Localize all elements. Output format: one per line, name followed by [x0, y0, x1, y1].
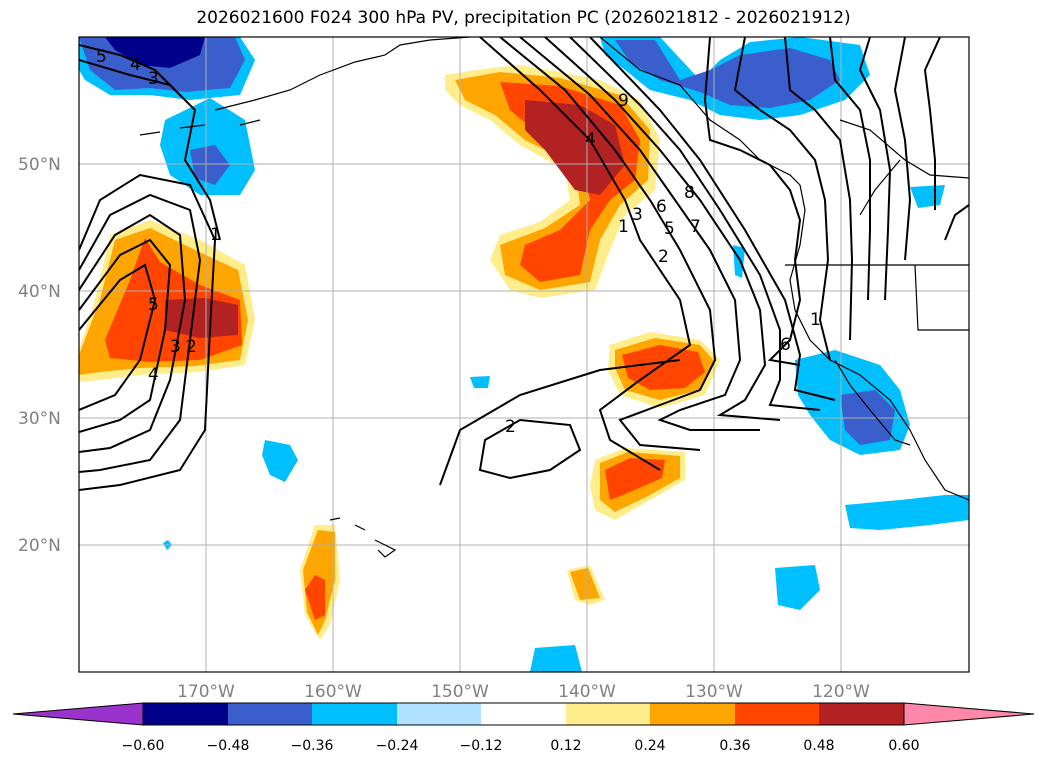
lon-label-140w: 140°W: [558, 682, 616, 702]
colorbar-extend-right: [903, 702, 1035, 726]
colorbar-tick-label: −0.60: [122, 738, 165, 754]
border-us-states-2: [914, 264, 969, 331]
plot-frame: [78, 36, 970, 673]
lat-labels: 20°N 30°N 40°N 50°N: [18, 155, 61, 556]
map-title: 2026021600 F024 300 hPa PV, precipitatio…: [196, 8, 851, 28]
border-canada-us: [839, 119, 969, 179]
contour-label: 3: [170, 337, 181, 357]
contour-label: 2: [186, 337, 197, 357]
colorbar-segment: [819, 703, 904, 725]
pv-ridge-h: [944, 204, 969, 241]
colorbar-segment: [397, 703, 481, 725]
pv-contours: [79, 37, 969, 491]
pv-trough-d: [544, 37, 781, 421]
colorbar-tick-label: −0.48: [207, 738, 250, 754]
contour-label: 4: [130, 55, 141, 75]
coast-baja: [834, 359, 911, 446]
colorbar-extend-left: [12, 702, 144, 726]
pv-contour-5: [79, 263, 157, 411]
lat-label-30: 30°N: [18, 409, 61, 429]
colorbar: −0.60 −0.48 −0.36 −0.24 −0.12 0.12 0.24 …: [12, 702, 1035, 754]
contour-label: 5: [96, 47, 107, 67]
lat-label-20: 20°N: [18, 536, 61, 556]
colorbar-frame: [142, 702, 905, 726]
pv-contour-nw-2: [79, 44, 181, 96]
colorbar-segment: [650, 703, 735, 725]
colorbar-tick-label: −0.24: [376, 738, 419, 754]
pv-contour-nw: [79, 59, 221, 241]
contour-label: 5: [664, 219, 675, 239]
pv-ridge-c: [784, 37, 854, 341]
contour-label: 1: [618, 217, 629, 237]
pv-ridge-b: [733, 37, 831, 361]
contour-label: 3: [632, 205, 643, 225]
colorbar-tick-label: −0.36: [291, 738, 334, 754]
contour-label: 4: [585, 130, 596, 150]
lon-label-120w: 120°W: [812, 682, 870, 702]
colorbar-segment: [566, 703, 650, 725]
gridlines: [79, 37, 969, 672]
lat-label-40: 40°N: [18, 282, 61, 302]
colorbar-segment: [312, 703, 397, 725]
pv-trough-e: [569, 37, 821, 411]
lon-label-130w: 130°W: [685, 682, 743, 702]
lon-label-160w: 160°W: [304, 682, 362, 702]
pv-loop-2: [478, 418, 582, 480]
colorbar-tick-label: 0.48: [803, 738, 834, 754]
pv-contour-4: [79, 238, 172, 433]
colorbar-tick-label: −0.12: [460, 738, 503, 754]
colorbar-tick-label: 0.12: [550, 738, 581, 754]
contour-label: 1: [210, 225, 221, 245]
contour-label: 2: [658, 247, 669, 267]
pv-contour-2: [79, 193, 202, 473]
contour-label: 6: [780, 335, 791, 355]
contour-label: 2: [505, 417, 516, 437]
lon-label-150w: 150°W: [431, 682, 489, 702]
pv-trough-f: [589, 37, 836, 401]
coast-hawaii: [329, 517, 397, 558]
lat-label-50: 50°N: [18, 155, 61, 175]
border-us-states-3: [859, 159, 901, 216]
pv-contour-3: [79, 213, 187, 453]
colorbar-segment: [228, 703, 312, 725]
colorbar-segment: [481, 703, 566, 725]
colorbar-tick-label: 0.36: [719, 738, 750, 754]
coast-alaska: [214, 37, 471, 111]
colorbar-segment: [143, 703, 228, 725]
colorbar-tick-label: 0.24: [634, 738, 665, 754]
pv-ridge-a: [703, 37, 802, 366]
colorbar-segment: [735, 703, 819, 725]
pv-trough-c: [519, 37, 760, 431]
contour-label: 7: [690, 217, 701, 237]
pv-contour-1: [79, 173, 217, 491]
pv-ridge-g: [923, 37, 941, 210]
lon-label-170w: 170°W: [177, 682, 235, 702]
pv-trough-b: [499, 37, 717, 451]
contour-label: 4: [148, 365, 159, 385]
pv-contour-south: [439, 359, 681, 486]
contour-label: 1: [810, 310, 821, 330]
pv-ridge-f: [893, 37, 912, 261]
contour-label: 5: [148, 295, 159, 315]
precip-fields: [79, 37, 969, 672]
lon-labels: 170°W 160°W 150°W 140°W 130°W 120°W: [177, 682, 870, 702]
pv-ridge-d: [829, 37, 871, 301]
contour-labels: 5 4 3 1 9 4 8 6 5 7 3 1 2 1 5 3 2 4 2 6: [96, 47, 821, 437]
contour-label: 6: [656, 197, 667, 217]
contour-label: 9: [618, 91, 629, 111]
pv-ridge-e: [858, 37, 892, 301]
pv-trough-a: [479, 37, 692, 471]
contour-label: 3: [148, 69, 159, 89]
contour-label: 8: [684, 183, 695, 203]
colorbar-tick-label: 0.60: [888, 738, 919, 754]
coast-alaska-panhandle: [599, 37, 801, 186]
